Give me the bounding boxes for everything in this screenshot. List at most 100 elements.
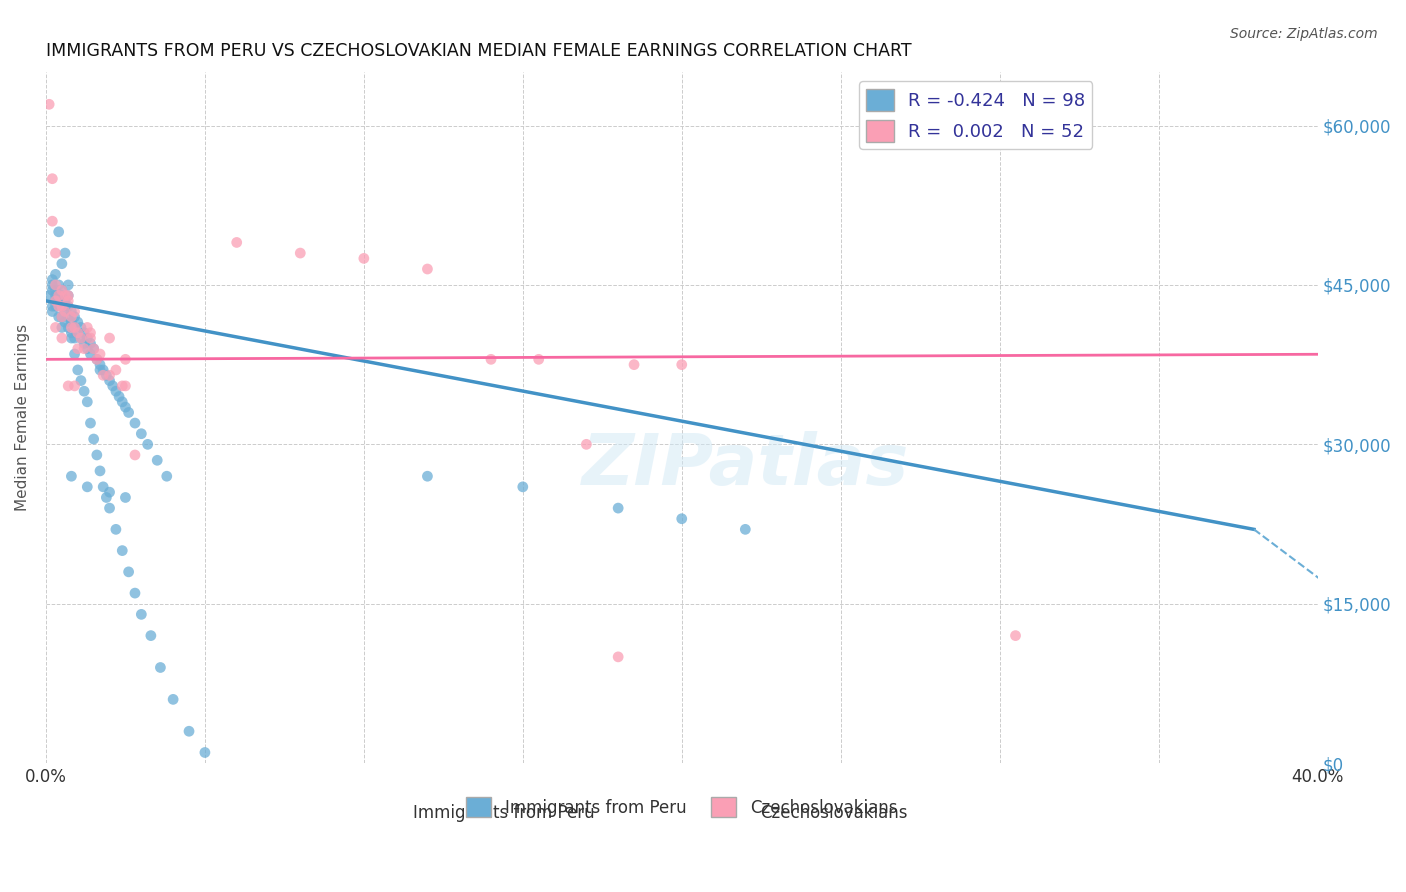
Point: [98, 374, 121, 388]
Point: [73, 384, 96, 399]
Point: [58, 288, 80, 302]
Point: [38, 97, 60, 112]
Point: [139, 629, 162, 643]
Point: [91, 480, 114, 494]
Point: [83, 342, 105, 356]
Point: [104, 363, 127, 377]
Point: [117, 405, 139, 419]
Point: [671, 358, 693, 372]
Text: Source: ZipAtlas.com: Source: ZipAtlas.com: [1230, 27, 1378, 41]
Point: [79, 347, 101, 361]
Point: [60, 310, 83, 324]
Point: [734, 522, 756, 536]
Point: [58, 320, 80, 334]
Point: [623, 358, 645, 372]
Point: [1004, 629, 1026, 643]
Point: [63, 379, 86, 393]
Point: [114, 491, 136, 505]
Point: [114, 400, 136, 414]
Point: [48, 288, 70, 302]
Point: [177, 724, 200, 739]
Point: [290, 246, 312, 260]
Point: [58, 293, 80, 308]
Point: [575, 437, 598, 451]
Point: [60, 469, 83, 483]
Point: [60, 315, 83, 329]
Point: [79, 336, 101, 351]
Point: [63, 347, 86, 361]
Point: [114, 379, 136, 393]
Point: [63, 320, 86, 334]
Point: [51, 320, 73, 334]
Point: [111, 379, 134, 393]
Point: [416, 262, 439, 277]
Point: [671, 512, 693, 526]
Point: [70, 331, 93, 345]
Text: IMMIGRANTS FROM PERU VS CZECHOSLOVAKIAN MEDIAN FEMALE EARNINGS CORRELATION CHART: IMMIGRANTS FROM PERU VS CZECHOSLOVAKIAN …: [46, 42, 911, 60]
Point: [76, 394, 98, 409]
Point: [146, 453, 169, 467]
Point: [44, 299, 66, 313]
Point: [96, 368, 118, 383]
Point: [51, 288, 73, 302]
Point: [108, 390, 131, 404]
Point: [111, 543, 134, 558]
Point: [91, 368, 114, 383]
Point: [156, 469, 179, 483]
Point: [53, 288, 76, 302]
Point: [41, 304, 63, 318]
Point: [41, 272, 63, 286]
Point: [44, 320, 66, 334]
Point: [63, 320, 86, 334]
Point: [416, 469, 439, 483]
Point: [48, 288, 70, 302]
Point: [607, 649, 630, 664]
Point: [89, 358, 111, 372]
Point: [86, 448, 108, 462]
Point: [66, 363, 89, 377]
Point: [53, 293, 76, 308]
Y-axis label: Median Female Earnings: Median Female Earnings: [15, 324, 30, 511]
Point: [53, 246, 76, 260]
Point: [44, 288, 66, 302]
Point: [83, 342, 105, 356]
Point: [51, 310, 73, 324]
Point: [60, 326, 83, 340]
Point: [136, 437, 159, 451]
Point: [41, 283, 63, 297]
Point: [124, 586, 146, 600]
Point: [58, 379, 80, 393]
Point: [48, 225, 70, 239]
Point: [60, 320, 83, 334]
Point: [53, 315, 76, 329]
Point: [73, 336, 96, 351]
Point: [76, 320, 98, 334]
Point: [225, 235, 247, 250]
Point: [58, 299, 80, 313]
Point: [44, 277, 66, 292]
Point: [51, 299, 73, 313]
Point: [101, 379, 124, 393]
Point: [512, 480, 534, 494]
Point: [607, 501, 630, 516]
Point: [104, 522, 127, 536]
Point: [131, 607, 153, 622]
Text: ZIPatlas: ZIPatlas: [582, 431, 910, 500]
Point: [149, 660, 172, 674]
Point: [79, 416, 101, 430]
Point: [86, 352, 108, 367]
Point: [91, 363, 114, 377]
Point: [70, 320, 93, 334]
Point: [63, 304, 86, 318]
Point: [70, 331, 93, 345]
Point: [117, 565, 139, 579]
Point: [83, 432, 105, 446]
Point: [114, 352, 136, 367]
Point: [96, 491, 118, 505]
Point: [98, 501, 121, 516]
Point: [79, 326, 101, 340]
Point: [98, 485, 121, 500]
Point: [89, 347, 111, 361]
Point: [76, 342, 98, 356]
Point: [38, 288, 60, 302]
